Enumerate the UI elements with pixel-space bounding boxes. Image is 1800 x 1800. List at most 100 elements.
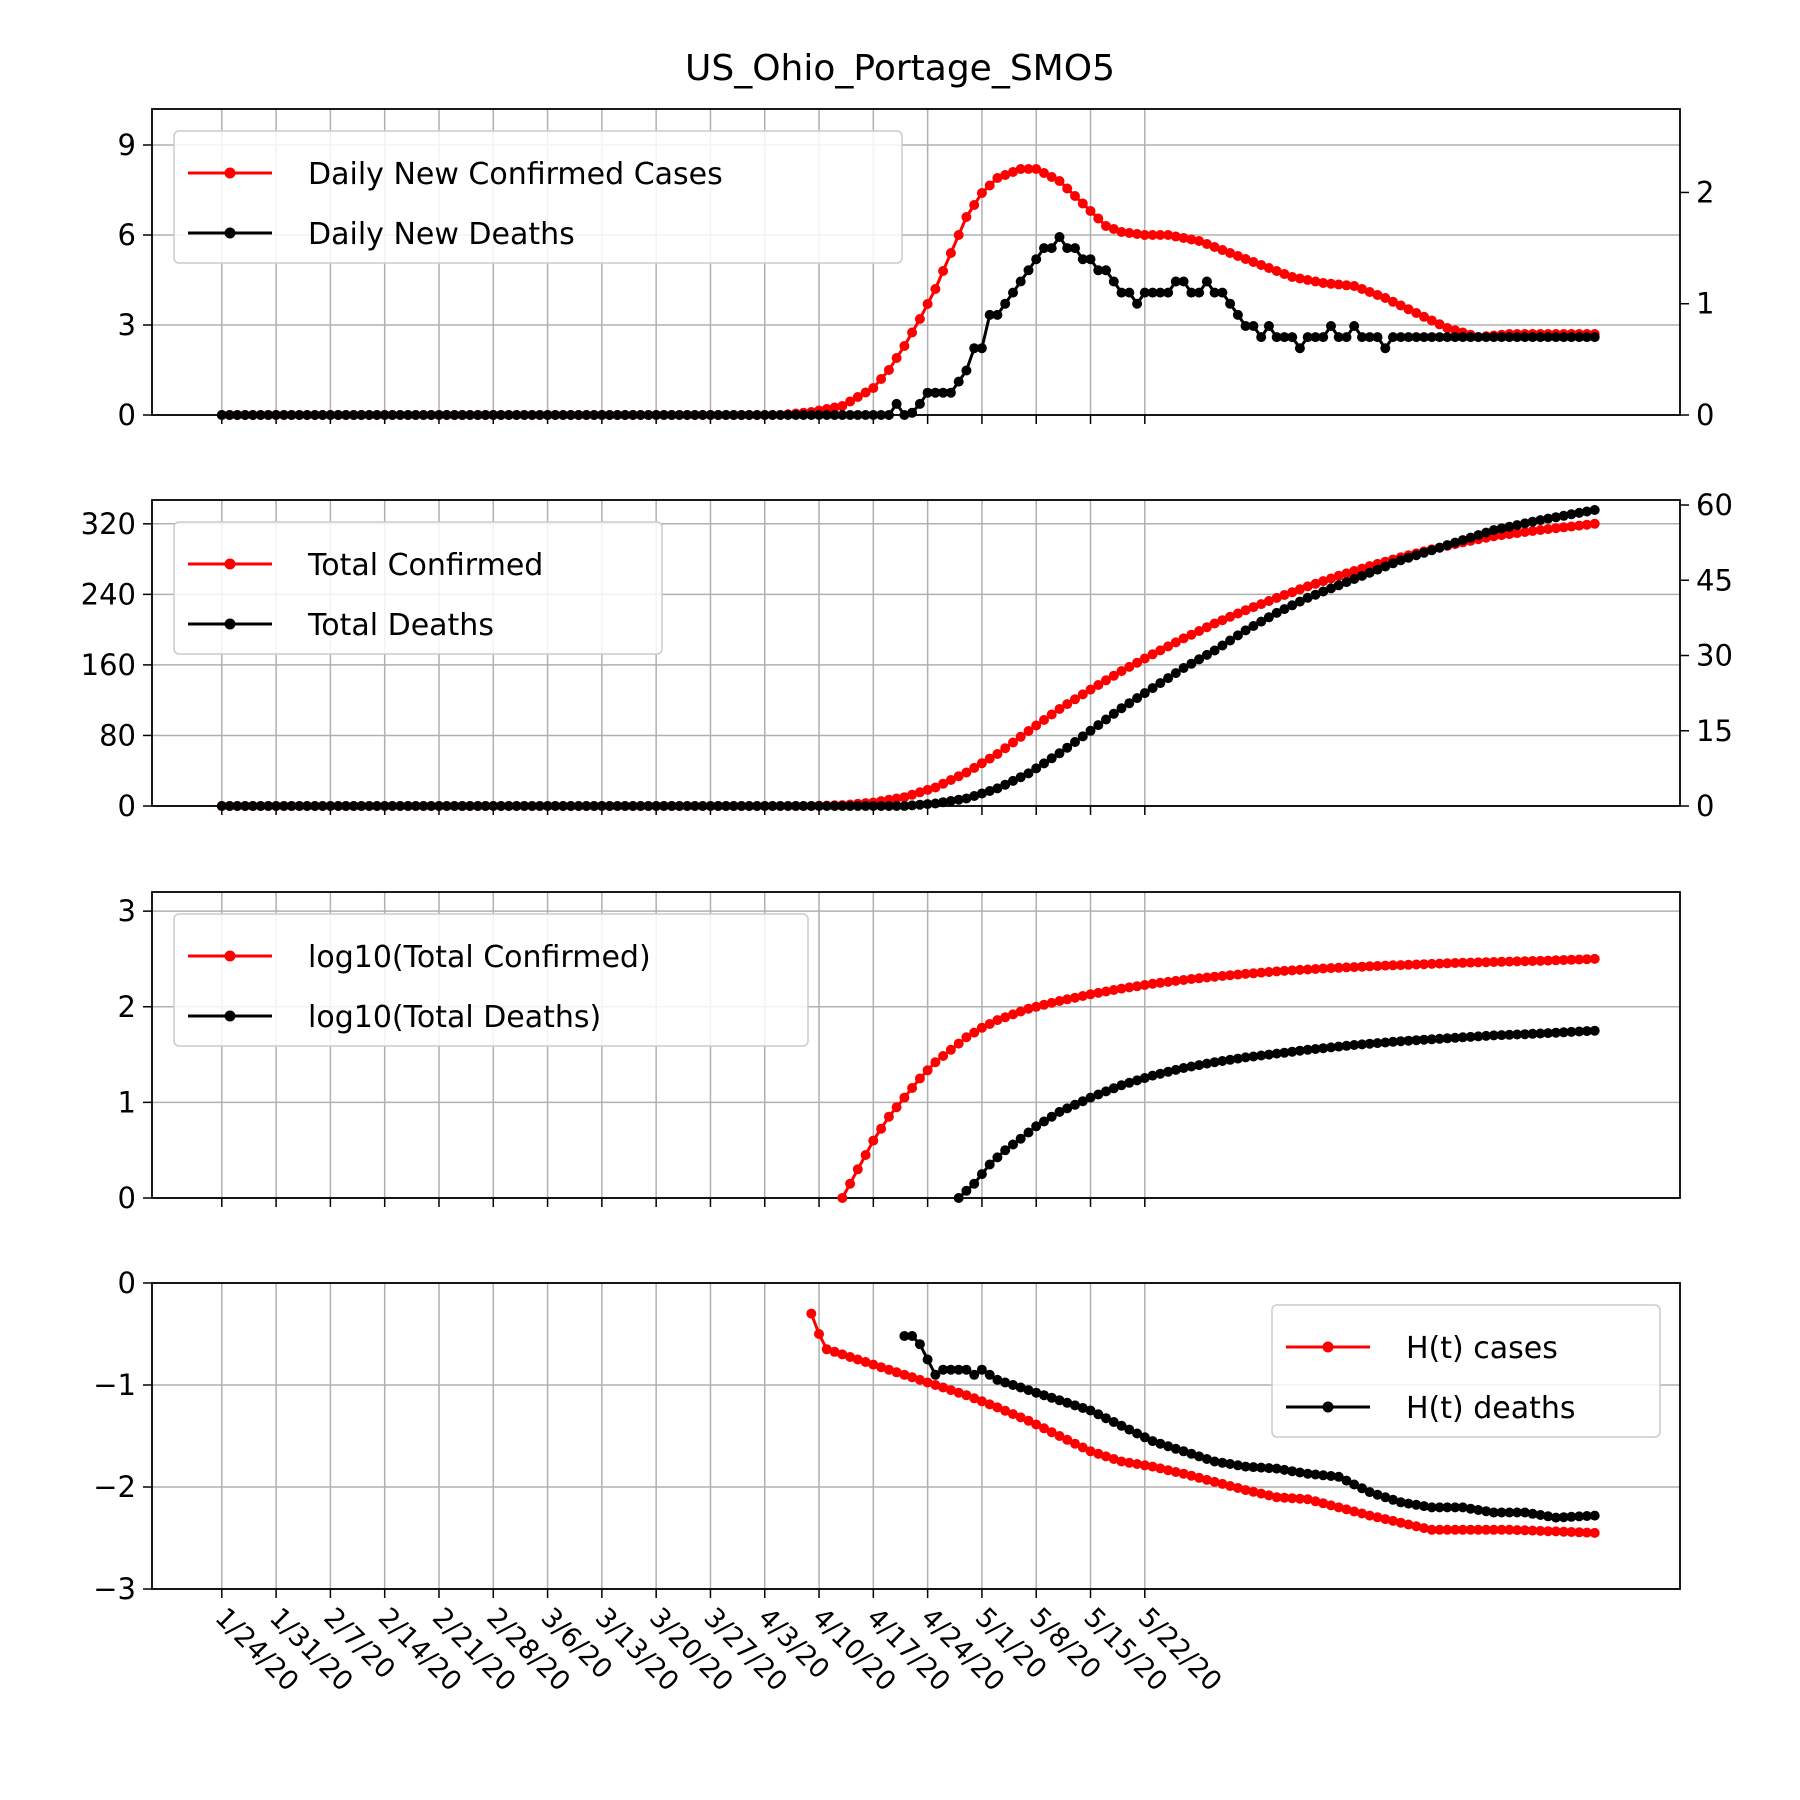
data-point bbox=[1217, 288, 1227, 298]
data-point bbox=[876, 1124, 886, 1134]
legend-marker bbox=[225, 559, 236, 570]
data-point bbox=[1016, 1134, 1026, 1144]
y-tick-label-left: 1 bbox=[118, 1085, 136, 1119]
data-point bbox=[1016, 277, 1026, 287]
y-tick-label-left: 0 bbox=[118, 1266, 136, 1300]
y-tick-label-left: 0 bbox=[118, 398, 136, 432]
data-point bbox=[1590, 505, 1600, 515]
figure-title: US_Ohio_Portage_SMO5 bbox=[685, 48, 1115, 89]
data-point bbox=[899, 341, 909, 351]
data-point bbox=[1233, 310, 1243, 320]
data-point bbox=[923, 1065, 933, 1075]
panel-3: 0123log10(Total Confirmed)log10(Total De… bbox=[118, 892, 1680, 1215]
data-point bbox=[868, 383, 878, 393]
data-point bbox=[946, 1045, 956, 1055]
data-point bbox=[1326, 321, 1336, 331]
data-point bbox=[892, 1102, 902, 1112]
legend-label: log10(Total Confirmed) bbox=[308, 940, 651, 975]
data-point bbox=[1318, 332, 1328, 342]
data-point bbox=[1070, 243, 1080, 253]
data-point bbox=[907, 1331, 917, 1341]
data-point bbox=[876, 374, 886, 384]
data-point bbox=[861, 1150, 871, 1160]
y-tick-label-left: 0 bbox=[118, 1181, 136, 1215]
legend-marker bbox=[1323, 1342, 1334, 1353]
y-tick-label-left: 240 bbox=[81, 577, 136, 611]
legend-label: H(t) deaths bbox=[1406, 1391, 1576, 1426]
data-point bbox=[930, 284, 940, 294]
legend-label: Total Confirmed bbox=[307, 548, 543, 583]
legend-marker bbox=[225, 228, 236, 239]
data-point bbox=[837, 1193, 847, 1203]
data-point bbox=[915, 399, 925, 409]
data-point bbox=[1590, 1026, 1600, 1036]
data-point bbox=[892, 399, 902, 409]
data-point bbox=[969, 200, 979, 210]
y-tick-label-left: 2 bbox=[118, 990, 136, 1024]
data-point bbox=[1062, 184, 1072, 194]
data-point bbox=[1264, 321, 1274, 331]
data-point bbox=[1000, 299, 1010, 309]
y-tick-label-left: 6 bbox=[118, 218, 136, 252]
data-point bbox=[845, 1179, 855, 1189]
data-point bbox=[1202, 277, 1212, 287]
panel-4: 1/24/201/31/202/7/202/14/202/21/202/28/2… bbox=[93, 1266, 1680, 1698]
data-point bbox=[1225, 299, 1235, 309]
y-tick-label-right: 0 bbox=[1696, 789, 1714, 823]
y-tick-label-left: −3 bbox=[93, 1572, 136, 1606]
data-point bbox=[1349, 321, 1359, 331]
legend-marker bbox=[225, 1011, 236, 1022]
data-point bbox=[946, 388, 956, 398]
data-point bbox=[938, 1051, 948, 1061]
data-point bbox=[1070, 191, 1080, 201]
y-tick-label-left: 320 bbox=[81, 507, 136, 541]
data-point bbox=[1248, 321, 1258, 331]
data-point bbox=[938, 266, 948, 276]
data-point bbox=[1590, 519, 1600, 529]
data-point bbox=[1047, 243, 1057, 253]
y-tick-label-right: 30 bbox=[1696, 639, 1733, 673]
data-point bbox=[1590, 332, 1600, 342]
y-tick-label-right: 2 bbox=[1696, 175, 1714, 209]
data-point bbox=[814, 1329, 824, 1339]
legend-label: Daily New Confirmed Cases bbox=[308, 157, 723, 192]
data-point bbox=[992, 310, 1002, 320]
data-point bbox=[1194, 288, 1204, 298]
data-point bbox=[1086, 206, 1096, 216]
data-point bbox=[992, 1152, 1002, 1162]
data-point bbox=[1590, 1511, 1600, 1521]
data-point bbox=[946, 248, 956, 258]
y-tick-label-right: 45 bbox=[1696, 563, 1733, 597]
legend-marker bbox=[225, 951, 236, 962]
y-tick-label-left: 3 bbox=[118, 308, 136, 342]
legend-marker bbox=[225, 619, 236, 630]
data-point bbox=[1086, 254, 1096, 264]
data-point bbox=[969, 1179, 979, 1189]
y-tick-label-right: 15 bbox=[1696, 714, 1733, 748]
legend-marker bbox=[1323, 1402, 1334, 1413]
y-tick-label-right: 60 bbox=[1696, 488, 1733, 522]
data-point bbox=[884, 365, 894, 375]
data-point bbox=[985, 181, 995, 191]
data-point bbox=[1124, 288, 1134, 298]
data-point bbox=[1373, 332, 1383, 342]
y-tick-label-right: 1 bbox=[1696, 287, 1714, 321]
data-point bbox=[961, 1186, 971, 1196]
data-point bbox=[884, 410, 894, 420]
data-point bbox=[853, 1164, 863, 1174]
data-point bbox=[806, 1309, 816, 1319]
data-point bbox=[1256, 332, 1266, 342]
y-tick-label-left: 160 bbox=[81, 648, 136, 682]
data-point bbox=[1078, 199, 1088, 209]
data-point bbox=[1590, 954, 1600, 964]
panel-1: 0369012Daily New Confirmed CasesDaily Ne… bbox=[118, 109, 1715, 432]
data-point bbox=[1132, 299, 1142, 309]
y-tick-label-left: −1 bbox=[93, 1368, 136, 1402]
data-point bbox=[915, 1074, 925, 1084]
legend-label: Daily New Deaths bbox=[308, 217, 575, 252]
data-point bbox=[1590, 1528, 1600, 1538]
legend-label: log10(Total Deaths) bbox=[308, 1000, 601, 1035]
data-point bbox=[1295, 343, 1305, 353]
